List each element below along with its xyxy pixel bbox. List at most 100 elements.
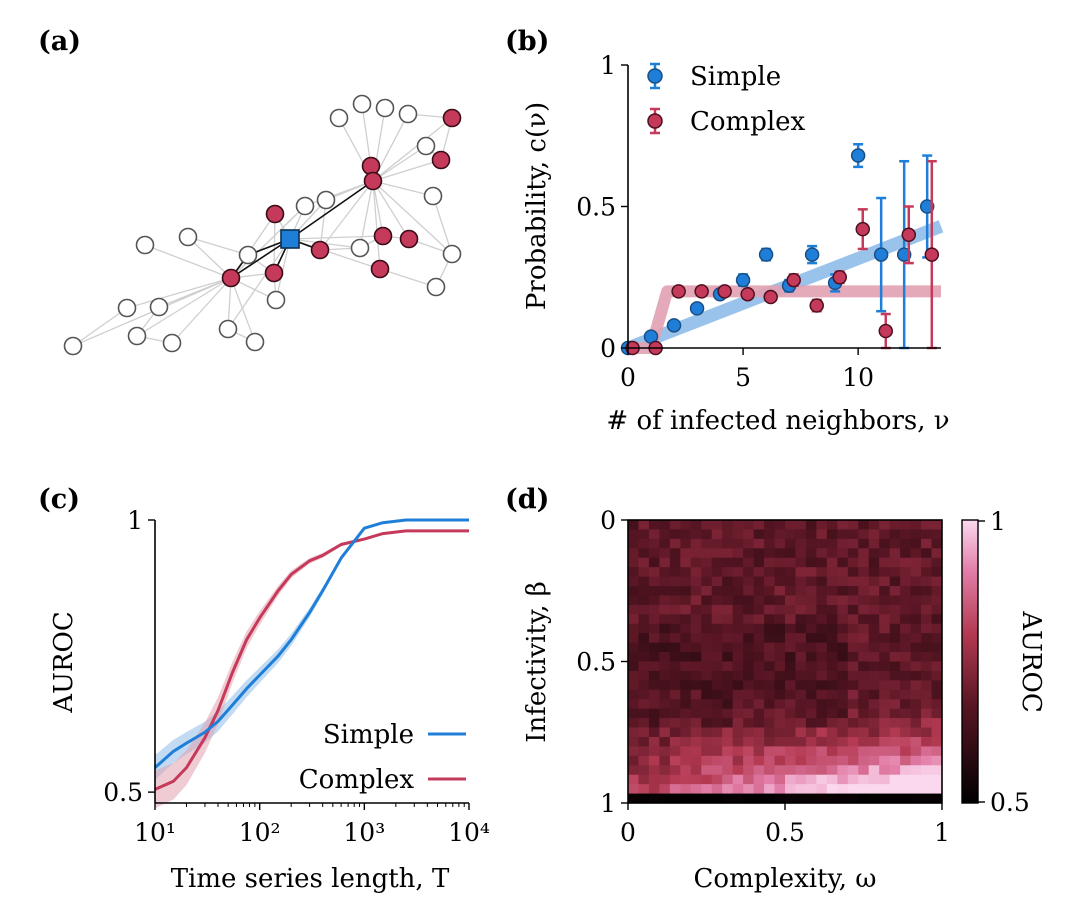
heatmap-cell: [638, 718, 650, 728]
heatmap-cell: [659, 793, 671, 804]
heatmap-cell: [889, 623, 901, 634]
heatmap-cell: [743, 689, 754, 700]
heatmap-cell: [628, 586, 639, 596]
heatmap-cell: [889, 604, 901, 615]
heatmap-cell: [628, 520, 639, 530]
heatmap-cell: [659, 633, 671, 644]
susceptible-node: [352, 94, 372, 114]
heatmap-cell: [785, 538, 796, 549]
heatmap-cell: [690, 538, 702, 549]
heatmap-cell: [753, 642, 765, 653]
y-axis-label: Infectivity, β: [522, 581, 552, 743]
heatmap-cell: [868, 661, 880, 672]
heatmap-cell: [628, 784, 639, 794]
heatmap-cell: [711, 727, 723, 738]
heatmap-cell: [774, 718, 786, 728]
heatmap-cell: [910, 680, 922, 691]
heatmap-cell: [690, 661, 702, 672]
complex-point: [878, 323, 894, 339]
heatmap-cell: [858, 736, 870, 747]
heatmap-cell: [900, 586, 911, 596]
x-axis-label: # of infected neighbors, ν: [606, 406, 949, 436]
heatmap-cell: [847, 765, 859, 776]
heatmap-cell: [753, 784, 765, 794]
heatmap-cell: [722, 586, 734, 596]
heatmap-cell: [701, 652, 713, 662]
heatmap-cell: [648, 746, 660, 757]
heatmap-cell: [743, 746, 754, 757]
heatmap-cell: [680, 557, 692, 568]
heatmap-cell: [931, 793, 943, 804]
heatmap-cell: [847, 661, 859, 672]
heatmap-cell: [648, 661, 660, 672]
heatmap-cell: [785, 774, 796, 785]
x-tick-label: 10⁴: [448, 818, 490, 847]
heatmap-cell: [921, 784, 932, 794]
heatmap-cell: [900, 746, 911, 757]
heatmap-cell: [889, 699, 901, 710]
heatmap-cell: [826, 520, 838, 530]
heatmap-cell: [868, 755, 880, 766]
heatmap-cell: [648, 652, 660, 662]
heatmap-cell: [669, 680, 681, 691]
heatmap-cell: [690, 755, 702, 766]
heatmap-cell: [753, 538, 765, 549]
heatmap-cell: [743, 633, 754, 644]
heatmap-cell: [669, 755, 681, 766]
network-edge: [432, 195, 453, 255]
network-edge: [136, 277, 232, 337]
heatmap-cell: [868, 557, 880, 568]
heatmap-cell: [701, 661, 713, 672]
heatmap-cell: [638, 670, 650, 681]
heatmap-cell: [690, 604, 702, 615]
heatmap-cell: [732, 699, 744, 710]
heatmap-cell: [711, 623, 723, 634]
heatmap-cell: [921, 595, 932, 606]
heatmap-cell: [711, 708, 723, 719]
heatmap-cell: [648, 689, 660, 700]
x-tick-label: 10: [842, 363, 874, 392]
heatmap-cell: [701, 746, 713, 757]
heatmap-cell: [669, 793, 681, 804]
heatmap-cell: [711, 736, 723, 747]
susceptible-node: [316, 190, 336, 210]
heatmap-cell: [805, 661, 817, 672]
heatmap-cell: [816, 680, 828, 691]
heatmap-cell: [795, 652, 807, 662]
heatmap-cell: [900, 548, 911, 559]
heatmap-cell: [648, 708, 660, 719]
heatmap-cell: [879, 689, 891, 700]
heatmap-cell: [889, 548, 901, 559]
heatmap-cell: [753, 718, 765, 728]
heatmap-cell: [732, 576, 744, 587]
heatmap-cell: [847, 689, 859, 700]
heatmap-cell: [722, 699, 734, 710]
heatmap-cell: [701, 520, 713, 530]
heatmap-cell: [931, 755, 943, 766]
heatmap-cell: [680, 727, 692, 738]
heatmap-cell: [711, 661, 723, 672]
heatmap-cell: [826, 708, 838, 719]
heatmap-cell: [722, 670, 734, 681]
heatmap-cell: [774, 623, 786, 634]
heatmap-cell: [753, 567, 765, 577]
y-tick-label: 0: [600, 334, 616, 363]
heatmap-cell: [900, 718, 911, 728]
heatmap-cell: [648, 538, 660, 549]
heatmap-cell: [868, 765, 880, 776]
heatmap-cell: [628, 604, 639, 615]
heatmap-cell: [826, 765, 838, 776]
heatmap-cell: [764, 727, 775, 738]
heatmap-cell: [669, 557, 681, 568]
heatmap-cell: [774, 538, 786, 549]
heatmap-cell: [921, 661, 932, 672]
heatmap-cell: [837, 538, 849, 549]
heatmap-cell: [628, 765, 639, 776]
heatmap-cell: [868, 642, 880, 653]
heatmap-cell: [921, 670, 932, 681]
heatmap-cell: [837, 529, 849, 540]
heatmap-cell: [805, 689, 817, 700]
heatmap-cell: [910, 586, 922, 596]
heatmap-cell: [921, 765, 932, 776]
heatmap-cell: [764, 652, 775, 662]
